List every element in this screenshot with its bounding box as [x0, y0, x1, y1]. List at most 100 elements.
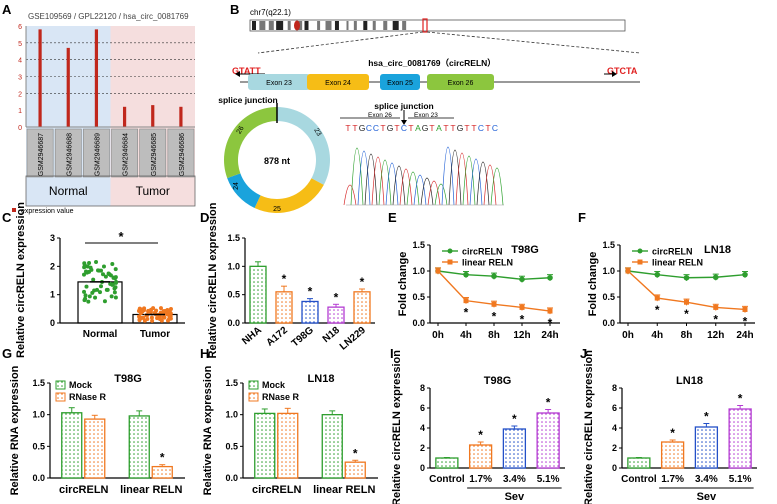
ring-segment [254, 178, 324, 214]
bar-RNase R [151, 465, 173, 479]
chrom-band [346, 21, 349, 30]
x-tick-label: Control [621, 474, 657, 485]
chromatogram-peak [427, 180, 441, 206]
ring-segment [277, 107, 331, 185]
bar-N18 [327, 306, 345, 324]
sequence-base: C [373, 123, 379, 133]
x-tick-label: 5.1% [537, 474, 560, 485]
data-point [86, 299, 91, 304]
data-point [149, 315, 154, 320]
sample-cell [83, 128, 110, 178]
x-tick-label: 12h [513, 330, 530, 341]
legend-marker [447, 248, 453, 254]
x-tick-label: 4h [651, 330, 663, 341]
data-point [150, 318, 155, 323]
sequence-base: G [359, 123, 366, 133]
significance-star: * [464, 306, 469, 320]
legend-swatch [248, 392, 259, 402]
data-point [141, 315, 146, 320]
y-tick-label: 1.0 [227, 261, 240, 271]
chromatogram-peak [378, 159, 392, 206]
x-tick-label: 12h [707, 330, 724, 341]
x-tick-label: 8h [681, 330, 693, 341]
circ-title: hsa_circ_0081769（circRELN） [368, 58, 496, 68]
series-marker [625, 268, 631, 274]
sequence-base: T [380, 123, 385, 133]
data-point [137, 317, 142, 322]
panel-label: G [2, 346, 12, 361]
chrom-band [317, 21, 321, 30]
centromere [294, 20, 300, 31]
y-axis-label: Relative RNA expression [9, 365, 21, 495]
x-tick-label: T98G [290, 325, 316, 350]
sequence-base: C [492, 123, 498, 133]
chrom-band [325, 21, 332, 30]
bar-5.1% [536, 412, 560, 469]
data-point [82, 263, 87, 268]
bar-A172 [275, 291, 293, 324]
y-tick-label: 0 [18, 125, 22, 132]
series-marker [683, 274, 690, 281]
right-seq: GTCTA [607, 66, 638, 76]
legend-marker [447, 259, 453, 265]
chromatogram-peak [420, 177, 434, 206]
data-point [87, 269, 92, 274]
y-tick-label: 0.5 [227, 290, 240, 300]
significance-star: * [160, 451, 165, 465]
chromatogram-peak [406, 171, 420, 206]
y-tick-label: 0.0 [32, 473, 45, 483]
panel-label: D [200, 210, 209, 225]
bar-GSM2946689 [94, 29, 99, 127]
x-tick-label: 8h [488, 330, 500, 341]
bar-Mock [128, 415, 150, 479]
seq-exon-left: Exon 26 [368, 112, 392, 119]
locus-marker [422, 18, 428, 33]
chrom-band [287, 21, 291, 30]
sequence-base: C [401, 123, 407, 133]
sequence-base: T [485, 123, 490, 133]
data-point [95, 287, 100, 292]
bar-3.4% [694, 426, 719, 469]
x-group-label: Sev [697, 491, 717, 503]
y-tick-label: 1.0 [32, 410, 45, 420]
legend-swatch [55, 392, 66, 402]
data-point [112, 290, 117, 295]
ring-segment [224, 107, 277, 179]
chromatogram-peak [434, 183, 448, 206]
significance-star: * [334, 290, 339, 304]
bar-GSM2946688 [66, 47, 70, 128]
significance-star: * [743, 314, 748, 328]
chromatogram-peak [462, 155, 476, 206]
data-point [83, 269, 88, 274]
y-axis-label: Fold change [397, 252, 409, 317]
bar-RNase R [344, 461, 366, 479]
chromatogram-peak [392, 165, 406, 206]
data-point [113, 295, 118, 300]
bar-1.7% [660, 441, 685, 469]
chrom-band [334, 21, 339, 30]
chromatogram-peak [413, 174, 427, 206]
significance-star: * [308, 285, 313, 299]
x-tick-label: 1.7% [661, 474, 684, 485]
exon-box [307, 74, 369, 90]
data-point [87, 294, 92, 299]
data-point [87, 260, 92, 265]
group-box [25, 175, 196, 207]
data-point [110, 282, 115, 287]
data-point [99, 284, 104, 289]
significance-star: * [684, 307, 689, 321]
sequence-base: T [464, 123, 469, 133]
y-tick-label: 4 [420, 423, 425, 433]
y-tick-label: 3 [50, 233, 55, 243]
x-tick-label: 24h [736, 330, 753, 341]
series-marker [463, 271, 469, 278]
x-tick-label: 0h [432, 330, 444, 341]
x-tick-label: NHA [240, 325, 264, 347]
bar-Mock [321, 414, 343, 479]
chrom-band [252, 21, 256, 30]
x-tick-label: circRELN [59, 484, 109, 496]
chrom-band [304, 21, 309, 30]
x-tick-label: linear RELN [313, 484, 375, 496]
bar-Control [435, 457, 459, 469]
data-point [137, 314, 142, 319]
